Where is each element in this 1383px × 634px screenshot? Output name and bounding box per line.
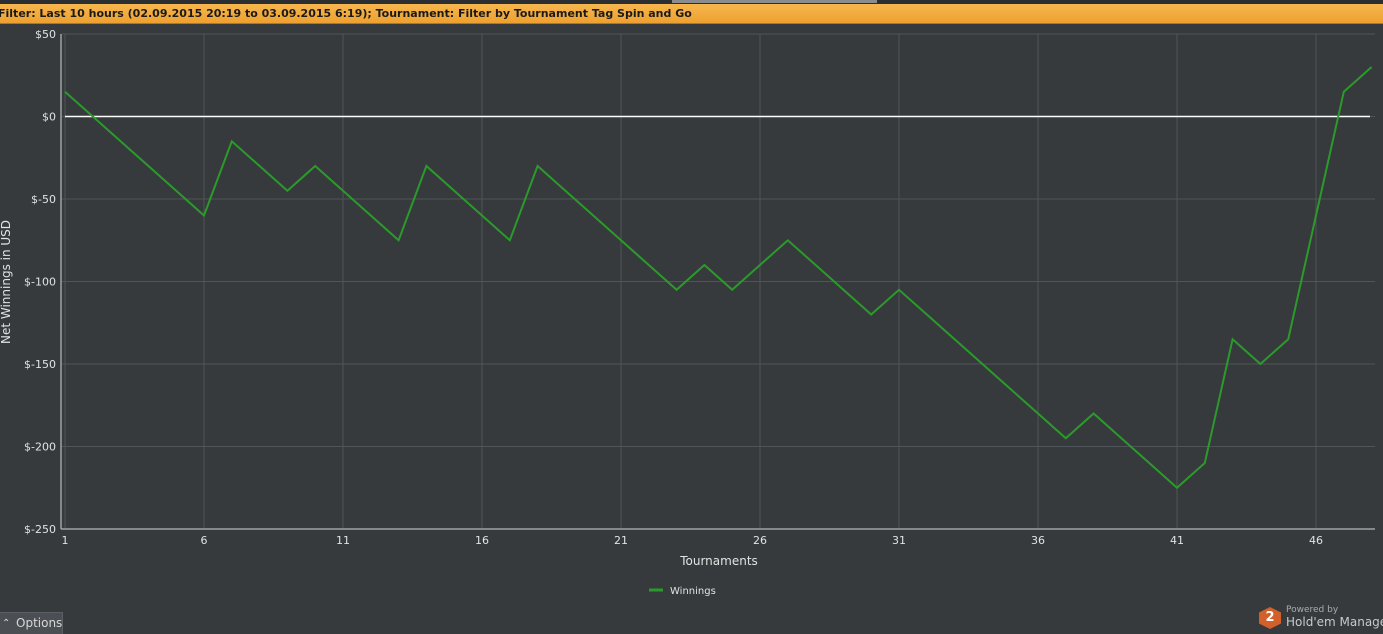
y-tick-label: $-200 [24, 441, 56, 454]
powered-by-text: Powered by [1286, 605, 1339, 615]
x-tick-label: 1 [62, 534, 69, 547]
window-top-strip [0, 0, 1383, 4]
legend: Winnings [649, 586, 716, 597]
product-name: Hold'em Manager [1286, 615, 1383, 629]
y-tick-label: $0 [42, 111, 56, 124]
filter-text: Filter: Last 10 hours (02.09.2015 20:19 … [0, 7, 692, 20]
options-button[interactable]: ⌃ Options [0, 612, 63, 634]
y-tick-label: $-100 [24, 276, 56, 289]
x-tick-label: 36 [1031, 534, 1045, 547]
tab-indicator [672, 0, 877, 3]
chart-series [64, 66, 1373, 490]
chart-grid [61, 33, 1375, 530]
hm2-logo-icon: 2 [1259, 607, 1281, 629]
x-tick-label: 41 [1170, 534, 1184, 547]
x-tick-label: 31 [892, 534, 906, 547]
legend-label: Winnings [670, 586, 716, 597]
y-tick-label: $50 [35, 28, 56, 41]
x-tick-label: 11 [336, 534, 350, 547]
x-tick-label: 21 [614, 534, 628, 547]
series-line-winnings [64, 66, 1373, 490]
options-label: Options [16, 616, 63, 630]
branding: 2 Powered by Hold'em Manager [1257, 604, 1383, 633]
x-tick-label: 26 [753, 534, 767, 547]
y-tick-label: $-250 [24, 523, 56, 536]
x-tick-label: 16 [475, 534, 489, 547]
y-tick-label: $-150 [24, 358, 56, 371]
chevron-up-icon: ⌃ [2, 618, 11, 629]
x-tick-label: 46 [1309, 534, 1323, 547]
x-axis-label: Tournaments [679, 554, 758, 568]
y-axis-label: Net Winnings in USD [0, 220, 13, 344]
x-tick-label: 6 [201, 534, 208, 547]
filter-bar: Filter: Last 10 hours (02.09.2015 20:19 … [0, 4, 1383, 24]
y-tick-label: $-50 [31, 193, 56, 206]
